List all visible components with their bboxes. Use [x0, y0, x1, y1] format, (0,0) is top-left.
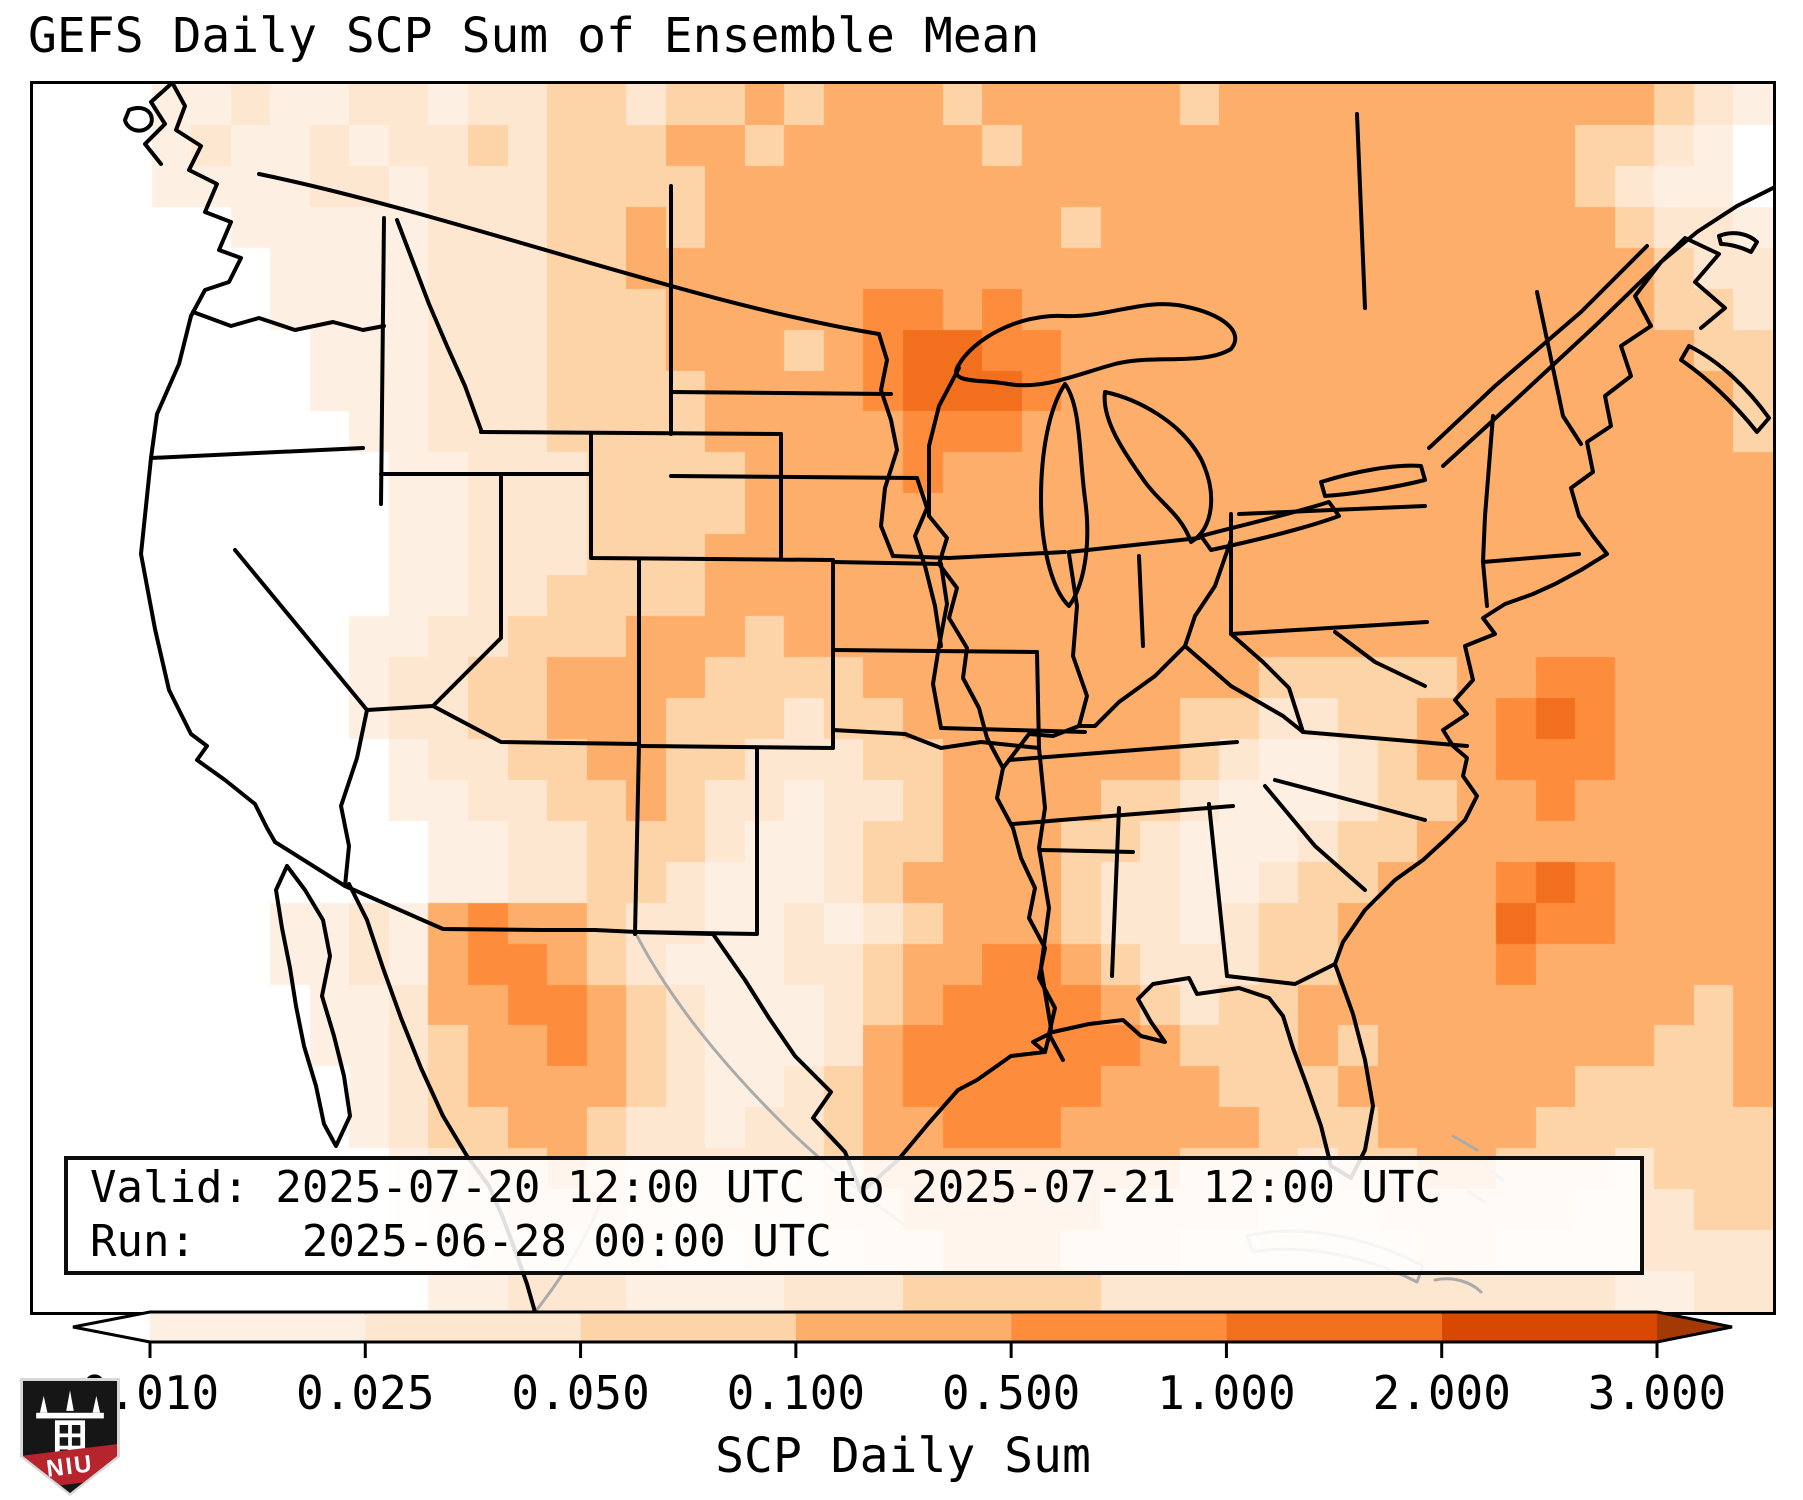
border-path: [877, 332, 899, 558]
colorbar-segment: [1441, 1312, 1657, 1342]
colorbar-svg: [72, 1310, 1733, 1358]
border-path: [1225, 962, 1337, 986]
scp-heatmap-canvas: [33, 84, 1773, 1312]
colorbar-segment: [580, 1312, 796, 1342]
colorbar-segment: [1226, 1312, 1442, 1342]
border-path: [633, 746, 759, 936]
border-path: [1011, 804, 1235, 826]
border-path: [1433, 1277, 1483, 1294]
border-path: [123, 105, 154, 133]
colorbar-axis-label: SCP Daily Sum: [715, 1428, 1091, 1484]
border-path: [1659, 236, 1727, 330]
border-path: [395, 218, 483, 432]
border-path: [1207, 802, 1229, 978]
border-path: [637, 558, 835, 750]
border-path: [931, 562, 949, 730]
colorbar-tick-label: 0.500: [941, 1366, 1081, 1420]
border-path: [149, 446, 365, 460]
colorbar-segment: [1657, 1312, 1732, 1342]
border-path: [257, 172, 881, 336]
colorbar-tick-label: 0.100: [726, 1366, 866, 1420]
border-path: [1659, 186, 1773, 264]
border-path: [274, 864, 352, 1148]
border-path: [365, 472, 503, 712]
border-path: [927, 366, 961, 518]
border-path: [1333, 630, 1427, 688]
border-path: [1183, 644, 1305, 734]
colorbar: [70, 1310, 1740, 1362]
border-path: [1037, 746, 1053, 1054]
border-path: [1001, 644, 1187, 770]
border-path: [669, 474, 919, 480]
colorbar-segment: [365, 1312, 581, 1342]
map-frame: [30, 81, 1776, 1315]
border-path: [1229, 632, 1305, 734]
border-path: [903, 732, 1041, 750]
colorbar-segment: [150, 1312, 366, 1342]
border-path: [1067, 552, 1089, 728]
border-path: [913, 476, 943, 648]
colorbar-tick-label: 3.000: [1587, 1366, 1727, 1420]
border-path: [927, 514, 1065, 1062]
border-path: [1102, 390, 1214, 544]
border-path: [1137, 554, 1145, 648]
border-path: [379, 216, 386, 506]
border-path: [1355, 112, 1367, 310]
border-path: [831, 650, 907, 736]
border-path: [339, 708, 369, 888]
info-box: Valid: 2025-07-20 12:00 UTC to 2025-07-2…: [64, 1156, 1644, 1275]
border-path: [1039, 382, 1090, 608]
border-path: [1717, 231, 1759, 254]
border-path: [233, 548, 369, 712]
border-path: [633, 742, 641, 936]
border-path: [1301, 730, 1469, 748]
border-path: [831, 648, 1039, 654]
colorbar-tick-label: 0.025: [296, 1366, 435, 1420]
valid-time-text: Valid: 2025-07-20 12:00 UTC to 2025-07-2…: [90, 1162, 1442, 1213]
colorbar-segment: [795, 1312, 1012, 1342]
border-path: [669, 390, 893, 396]
border-path: [431, 704, 641, 746]
border-path: [1007, 740, 1239, 762]
page-title: GEFS Daily SCP Sum of Ensemble Mean: [28, 8, 1040, 64]
border-path: [1273, 778, 1427, 822]
colorbar-tick-label: 2.000: [1372, 1366, 1511, 1420]
run-time-text: Run: 2025-06-28 00:00 UTC: [90, 1216, 832, 1267]
border-path: [1067, 536, 1201, 554]
border-path: [1319, 463, 1427, 498]
border-path: [1183, 538, 1233, 648]
niu-logo-text: NIU: [44, 1450, 96, 1484]
border-path: [479, 430, 783, 436]
border-path: [859, 260, 1663, 1194]
border-path: [1679, 344, 1771, 434]
border-path: [954, 302, 1238, 388]
niu-logo: NIU: [20, 1378, 120, 1496]
border-path: [139, 84, 277, 844]
colorbar-tick-label: 0.050: [511, 1366, 650, 1420]
border-path: [1199, 500, 1341, 552]
colorbar-tick-label: 1.000: [1157, 1366, 1296, 1420]
border-path: [191, 310, 386, 332]
border-path: [1263, 784, 1367, 892]
border-path: [1481, 290, 1583, 608]
border-path: [831, 560, 943, 566]
border-path: [589, 432, 835, 562]
state-borders-overlay: [123, 84, 1773, 1312]
colorbar-segment: [73, 1312, 150, 1342]
border-path: [273, 840, 863, 1194]
border-path: [1110, 806, 1121, 978]
border-path: [143, 84, 173, 166]
niu-shield: NIU: [23, 1381, 117, 1493]
colorbar-segment: [1011, 1312, 1227, 1342]
border-path: [1229, 504, 1429, 636]
